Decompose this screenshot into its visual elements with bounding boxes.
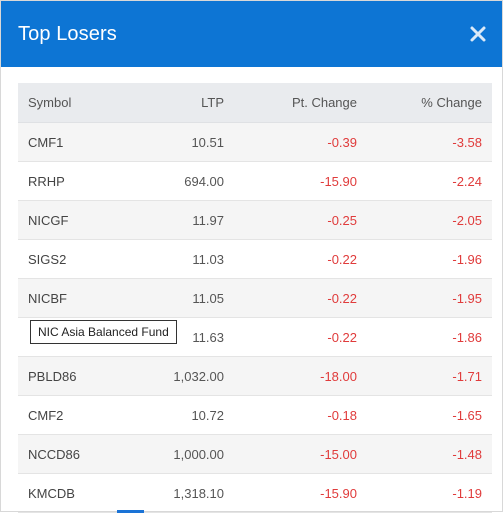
cell-symbol[interactable]: RRHP xyxy=(18,161,136,201)
column-header-symbol[interactable]: Symbol xyxy=(18,83,136,123)
table-row[interactable]: NCCD86 1,000.00 -15.00 -1.48 xyxy=(18,434,492,474)
cell-symbol[interactable]: CMF1 xyxy=(18,122,136,162)
modal-header: Top Losers xyxy=(1,1,502,67)
cell-ltp: 11.05 xyxy=(136,278,234,318)
cell-ltp: 10.51 xyxy=(136,122,234,162)
cell-pt-change: -0.22 xyxy=(234,239,367,279)
close-icon xyxy=(470,26,486,42)
column-header-ltp[interactable]: LTP xyxy=(136,83,234,123)
cell-symbol[interactable]: CMF2 xyxy=(18,395,136,435)
table-row[interactable]: CMF1 10.51 -0.39 -3.58 xyxy=(18,122,492,162)
table-row[interactable]: PBLD86 1,032.00 -18.00 -1.71 xyxy=(18,356,492,396)
cell-pct-change: -1.96 xyxy=(367,239,492,279)
cell-pct-change: -1.71 xyxy=(367,356,492,396)
cell-symbol[interactable]: NCCD86 xyxy=(18,434,136,474)
cell-pt-change: -0.25 xyxy=(234,200,367,240)
cell-pt-change: -15.90 xyxy=(234,473,367,513)
cell-pct-change: -1.48 xyxy=(367,434,492,474)
column-header-pct-change[interactable]: % Change xyxy=(367,83,492,123)
column-header-pt-change[interactable]: Pt. Change xyxy=(234,83,367,123)
cell-pct-change: -2.24 xyxy=(367,161,492,201)
cell-symbol[interactable]: KMCDB xyxy=(18,473,136,513)
table-row[interactable]: RRHP 694.00 -15.90 -2.24 xyxy=(18,161,492,201)
cell-symbol[interactable]: NICGF xyxy=(18,200,136,240)
cell-pct-change: -1.86 xyxy=(367,317,492,357)
symbol-tooltip: NIC Asia Balanced Fund xyxy=(30,320,177,344)
cell-ltp: 10.72 xyxy=(136,395,234,435)
cell-pt-change: -15.00 xyxy=(234,434,367,474)
cell-pt-change: -0.39 xyxy=(234,122,367,162)
table-header-row: Symbol LTP Pt. Change % Change xyxy=(18,83,492,123)
table-row[interactable]: NICBF 11.05 -0.22 -1.95 xyxy=(18,278,492,318)
close-button[interactable] xyxy=(469,25,487,43)
table-row[interactable]: SIGS2 11.03 -0.22 -1.96 xyxy=(18,239,492,279)
cell-pct-change: -2.05 xyxy=(367,200,492,240)
cell-pct-change: -1.19 xyxy=(367,473,492,513)
modal-title: Top Losers xyxy=(18,23,117,45)
cell-pct-change: -1.95 xyxy=(367,278,492,318)
cell-ltp: 11.03 xyxy=(136,239,234,279)
cell-symbol[interactable]: NICBF xyxy=(18,278,136,318)
cell-ltp: 11.97 xyxy=(136,200,234,240)
cell-symbol[interactable]: PBLD86 xyxy=(18,356,136,396)
table-row[interactable]: 11.63 -0.22 -1.86 xyxy=(18,317,492,357)
cell-pt-change: -0.22 xyxy=(234,278,367,318)
cell-ltp: 1,318.10 xyxy=(136,473,234,513)
table-row[interactable]: NICGF 11.97 -0.25 -2.05 xyxy=(18,200,492,240)
cell-pt-change: -18.00 xyxy=(234,356,367,396)
cell-symbol[interactable]: SIGS2 xyxy=(18,239,136,279)
cell-ltp: 1,032.00 xyxy=(136,356,234,396)
cell-ltp: 694.00 xyxy=(136,161,234,201)
cell-pct-change: -1.65 xyxy=(367,395,492,435)
cell-pt-change: -15.90 xyxy=(234,161,367,201)
cell-pt-change: -0.22 xyxy=(234,317,367,357)
cell-ltp: 1,000.00 xyxy=(136,434,234,474)
table-row[interactable]: KMCDB 1,318.10 -15.90 -1.19 xyxy=(18,473,492,513)
cell-pt-change: -0.18 xyxy=(234,395,367,435)
cell-pct-change: -3.58 xyxy=(367,122,492,162)
losers-table: Symbol LTP Pt. Change % Change CMF1 10.51… xyxy=(18,83,492,513)
table-row[interactable]: CMF2 10.72 -0.18 -1.65 xyxy=(18,395,492,435)
losers-table-container: Symbol LTP Pt. Change % Change CMF1 10.51… xyxy=(18,83,492,513)
